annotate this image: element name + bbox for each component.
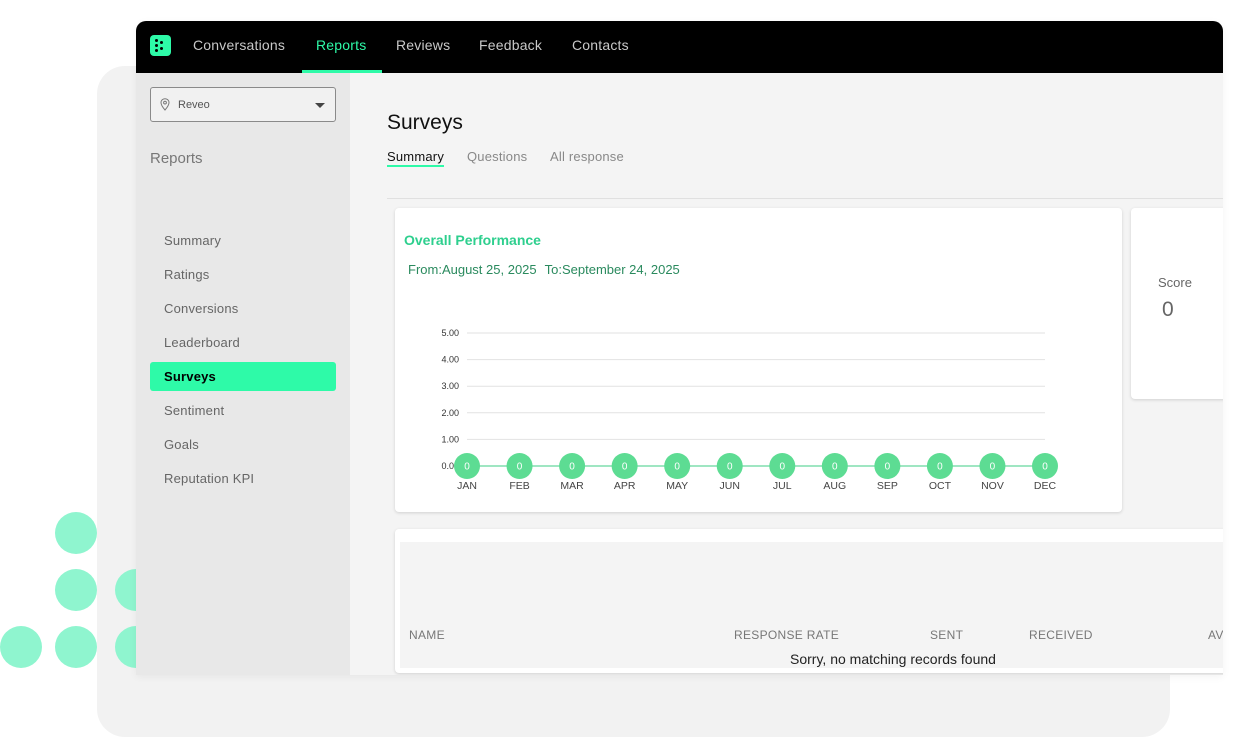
column-header-response-rate[interactable]: RESPONSE RATE: [734, 628, 840, 642]
data-point: [769, 453, 796, 479]
divider: [387, 198, 1223, 199]
surveys-table: NAME RESPONSE RATE SENT RECEIVED AV Sorr…: [395, 529, 1223, 673]
app-logo-icon[interactable]: [150, 35, 171, 56]
sidebar-item-summary[interactable]: Summary: [164, 233, 222, 248]
column-header-sent[interactable]: SENT: [930, 628, 964, 642]
performance-line-chart: 0.00 1.00 2.00 3.00 4.00 5.00 0 JAN 0 FEB 0 MAR 0 APR…: [441, 328, 1058, 492]
y-tick-label: 5.00: [441, 328, 459, 338]
data-point: [454, 453, 480, 479]
data-point: [716, 453, 743, 479]
chevron-down-icon: [315, 103, 325, 108]
nav-reviews[interactable]: Reviews: [396, 37, 451, 53]
nav-reports[interactable]: Reports: [302, 21, 382, 73]
data-label: 0: [937, 462, 943, 473]
x-tick-label: JAN: [457, 480, 477, 492]
page-title: Surveys: [387, 111, 463, 134]
data-point: [1032, 453, 1058, 479]
data-point: [664, 453, 691, 479]
sidebar-section-title: Reports: [150, 150, 203, 167]
column-header-name[interactable]: NAME: [409, 628, 445, 642]
sidebar-item-ratings[interactable]: Ratings: [164, 267, 210, 282]
nav-feedback[interactable]: Feedback: [479, 37, 543, 53]
sidebar-item-surveys[interactable]: Surveys: [150, 362, 336, 391]
tab-all-response[interactable]: All response: [550, 149, 624, 164]
nav-contacts[interactable]: Contacts: [572, 37, 629, 53]
data-label: 0: [674, 462, 680, 473]
overall-performance-card: Overall Performance From:August 25, 2025…: [395, 208, 1122, 512]
x-tick-label: APR: [614, 480, 636, 492]
x-tick-label: DEC: [1034, 480, 1057, 492]
location-pin-icon: [160, 98, 170, 111]
x-tick-label: MAY: [666, 480, 688, 492]
decor-dot: [55, 569, 97, 611]
sidebar-item-conversions[interactable]: Conversions: [164, 301, 239, 316]
sidebar-item-goals[interactable]: Goals: [164, 437, 199, 452]
performance-date-range: From:August 25, 2025 To:September 24, 202…: [408, 262, 688, 277]
data-point: [559, 453, 586, 479]
nav-conversations[interactable]: Conversations: [193, 37, 286, 53]
data-label: 0: [622, 462, 628, 473]
performance-from-date: From:August 25, 2025: [408, 262, 537, 277]
x-tick-label: AUG: [823, 480, 846, 492]
data-label: 0: [832, 462, 838, 473]
data-label: 0: [779, 462, 785, 473]
data-label: 0: [727, 462, 733, 473]
decor-dot: [0, 626, 42, 668]
data-point: [926, 453, 953, 479]
x-tick-label: FEB: [509, 480, 529, 492]
sidebar: Reveo Reports Summary Ratings Conversion…: [136, 73, 350, 675]
data-label: 0: [464, 462, 470, 473]
y-tick-label: 3.00: [441, 381, 459, 391]
x-tick-label: NOV: [981, 480, 1004, 492]
data-label: 0: [517, 462, 523, 473]
sidebar-item-sentiment[interactable]: Sentiment: [164, 403, 225, 418]
column-header-received[interactable]: RECEIVED: [1029, 628, 1093, 642]
top-nav-bar: Conversations Reports Reviews Feedback C…: [136, 21, 1223, 73]
x-tick-label: JUL: [773, 480, 792, 492]
tab-summary[interactable]: Summary: [387, 149, 445, 167]
location-select[interactable]: Reveo: [150, 87, 336, 122]
decor-dot: [55, 626, 97, 668]
data-point: [821, 453, 848, 479]
x-tick-label: JUN: [720, 480, 740, 492]
data-label: 0: [885, 462, 891, 473]
data-point: [611, 453, 638, 479]
data-point: [506, 453, 533, 479]
data-point: [979, 453, 1006, 479]
score-card: Score 0: [1131, 208, 1223, 399]
decor-dot: [55, 512, 97, 554]
y-tick-label: 2.00: [441, 408, 459, 418]
data-point: [874, 453, 901, 479]
empty-state-message: Sorry, no matching records found: [790, 651, 996, 667]
data-label: 0: [1042, 462, 1048, 473]
sidebar-item-leaderboard[interactable]: Leaderboard: [164, 335, 240, 350]
y-tick-label: 1.00: [441, 434, 459, 444]
app-window: Conversations Reports Reviews Feedback C…: [136, 21, 1223, 675]
y-tick-label: 0.00: [441, 461, 459, 471]
score-value: 0: [1162, 298, 1174, 321]
performance-to-date: To:September 24, 2025: [544, 262, 680, 277]
table-header: NAME RESPONSE RATE SENT RECEIVED AV: [400, 542, 1223, 668]
x-tick-label: OCT: [929, 480, 952, 492]
data-label: 0: [990, 462, 996, 473]
data-label: 0: [569, 462, 575, 473]
performance-title: Overall Performance: [404, 232, 541, 248]
score-label: Score: [1158, 275, 1192, 290]
x-tick-label: MAR: [560, 480, 584, 492]
column-header-average[interactable]: AV: [1208, 628, 1223, 642]
sidebar-item-reputation-kpi[interactable]: Reputation KPI: [164, 471, 255, 486]
y-tick-label: 4.00: [441, 355, 459, 365]
tab-questions[interactable]: Questions: [467, 149, 528, 164]
location-select-value: Reveo: [178, 99, 210, 111]
x-tick-label: SEP: [877, 480, 898, 492]
